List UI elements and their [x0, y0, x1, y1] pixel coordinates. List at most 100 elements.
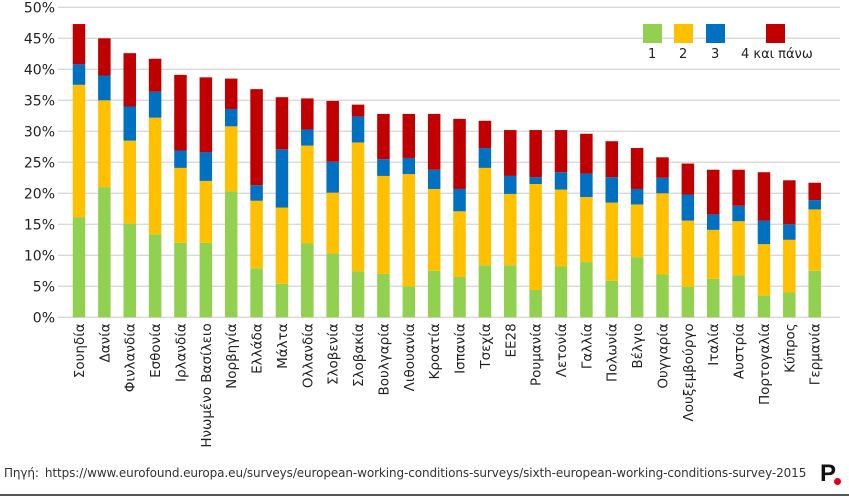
bar-segment-3: [656, 177, 669, 194]
x-tick-label: Λετονία: [554, 323, 570, 377]
bar-stack: [783, 180, 796, 318]
bar-segment-2: [630, 204, 644, 258]
legend-label: 1: [648, 47, 656, 62]
bar-stack: [706, 169, 720, 318]
x-tick-label: Ηνωμένο Βασίλειο: [199, 323, 215, 447]
bar-segment-1: [199, 242, 213, 318]
bar-segment-1: [72, 217, 86, 318]
bar-segment-2: [123, 140, 136, 224]
bar-segment-3: [706, 214, 720, 230]
bar-segment-3: [580, 173, 593, 198]
bar-stack: [580, 133, 593, 318]
x-tick-label: Εσθονία: [148, 323, 164, 378]
bar-segment-3: [504, 175, 517, 194]
bar-segment-3: [732, 205, 745, 222]
bar-segment-2: [326, 192, 339, 254]
x-tick-label: Ισπανία: [453, 323, 469, 374]
bar-segment-4: [199, 77, 213, 153]
source-label: Πηγή:: [4, 466, 39, 480]
x-tick-label: ΕΕ28: [503, 323, 519, 357]
bar-segment-4: [72, 24, 86, 65]
legend-label: 3: [711, 47, 719, 62]
bar-segment-4: [224, 78, 238, 109]
x-tick-label: Μάλτα: [275, 323, 291, 369]
bar-segment-1: [783, 292, 796, 318]
bar-segment-1: [377, 273, 390, 318]
bar-segment-4: [681, 163, 695, 195]
bar-segment-1: [808, 270, 821, 318]
y-tick-label: 10%: [24, 248, 55, 264]
bar-segment-4: [275, 97, 289, 150]
bar-segment-1: [478, 265, 492, 318]
bar-segment-2: [757, 244, 771, 296]
stacked-bar-chart: 0% 5% 10% 15% 20% 25% 30% 35% 40% 45% 50% Σουηδία Δ…: [24, 0, 840, 448]
bar-segment-2: [554, 189, 568, 267]
x-tick-label: Βουλγαρία: [376, 323, 392, 395]
bar-segment-4: [351, 104, 365, 117]
bar-segment-3: [148, 91, 162, 118]
x-tick-label: Νορβηγία: [224, 323, 240, 389]
bar-segment-2: [275, 207, 289, 284]
bar-segment-3: [301, 129, 314, 146]
x-tick-label: Ελλάδα: [250, 323, 266, 374]
source-note: Πηγή: https://www.eurofound.europa.eu/sur…: [4, 466, 806, 480]
bar-segment-2: [402, 174, 416, 287]
bar-segment-1: [301, 243, 314, 318]
bar-stack: [529, 130, 542, 318]
bar-segment-1: [732, 275, 745, 318]
x-tick-label: Σλοβακία: [351, 323, 367, 387]
bar-segment-2: [580, 197, 593, 263]
bar-segment-1: [630, 257, 644, 318]
bar-segment-3: [630, 188, 644, 205]
bar-segment-4: [580, 133, 593, 174]
bar-segment-4: [326, 100, 339, 162]
bar-stack: [681, 163, 695, 318]
bar-segment-3: [529, 177, 542, 184]
y-tick-label: 0%: [33, 310, 55, 326]
bar-segment-4: [98, 38, 111, 76]
x-tick-label: Φινλανδία: [123, 323, 139, 392]
bar-stack: [757, 172, 771, 318]
bar-segment-2: [174, 167, 187, 243]
y-axis: 0% 5% 10% 15% 20% 25% 30% 35% 40% 45% 50%: [24, 0, 55, 326]
x-tick-label: Αυστρία: [732, 323, 748, 379]
y-tick-label: 20%: [24, 186, 55, 202]
x-axis: Σουηδία Δανία Φινλανδία Εσθονία Ιρλανδία Ηνωμ…: [72, 323, 824, 447]
bar-segment-3: [98, 75, 111, 101]
bar-segment-4: [554, 130, 568, 173]
y-tick-label: 50%: [24, 0, 55, 16]
bar-segment-3: [351, 116, 365, 143]
publisher-logo: P: [820, 460, 837, 487]
y-tick-label: 5%: [33, 279, 55, 295]
bar-segment-1: [529, 290, 542, 318]
bar-segment-2: [504, 193, 517, 266]
bar-segment-1: [98, 187, 111, 318]
bar-segment-1: [504, 265, 517, 318]
bar-segment-3: [478, 148, 492, 168]
bar-stack: [732, 169, 745, 318]
bar-segment-3: [808, 200, 821, 210]
logo-dot-icon: [834, 478, 841, 485]
x-tick-label: Πολωνία: [605, 323, 621, 382]
bar-segment-1: [326, 253, 339, 318]
bar-stack: [199, 77, 213, 318]
bar-segment-3: [377, 159, 390, 176]
bar-segment-1: [706, 278, 720, 318]
bar-segment-3: [554, 172, 568, 190]
bar-stack: [224, 78, 238, 318]
bar-segment-1: [402, 286, 416, 318]
bar-segment-2: [453, 211, 466, 277]
bar-segment-4: [757, 172, 771, 221]
bar-segment-1: [351, 271, 365, 318]
bar-segment-4: [656, 157, 669, 178]
bar-segment-2: [98, 100, 111, 188]
source-url[interactable]: https://www.eurofound.europa.eu/surveys/…: [44, 466, 807, 480]
y-tick-label: 45%: [24, 31, 55, 47]
bar-segment-1: [580, 262, 593, 318]
bar-segment-2: [427, 188, 441, 271]
bar-segment-2: [706, 229, 720, 279]
x-tick-label: Γαλλία: [579, 323, 595, 369]
bar-segment-1: [224, 191, 238, 318]
bar-segment-3: [224, 108, 238, 127]
bar-segment-4: [174, 74, 187, 151]
